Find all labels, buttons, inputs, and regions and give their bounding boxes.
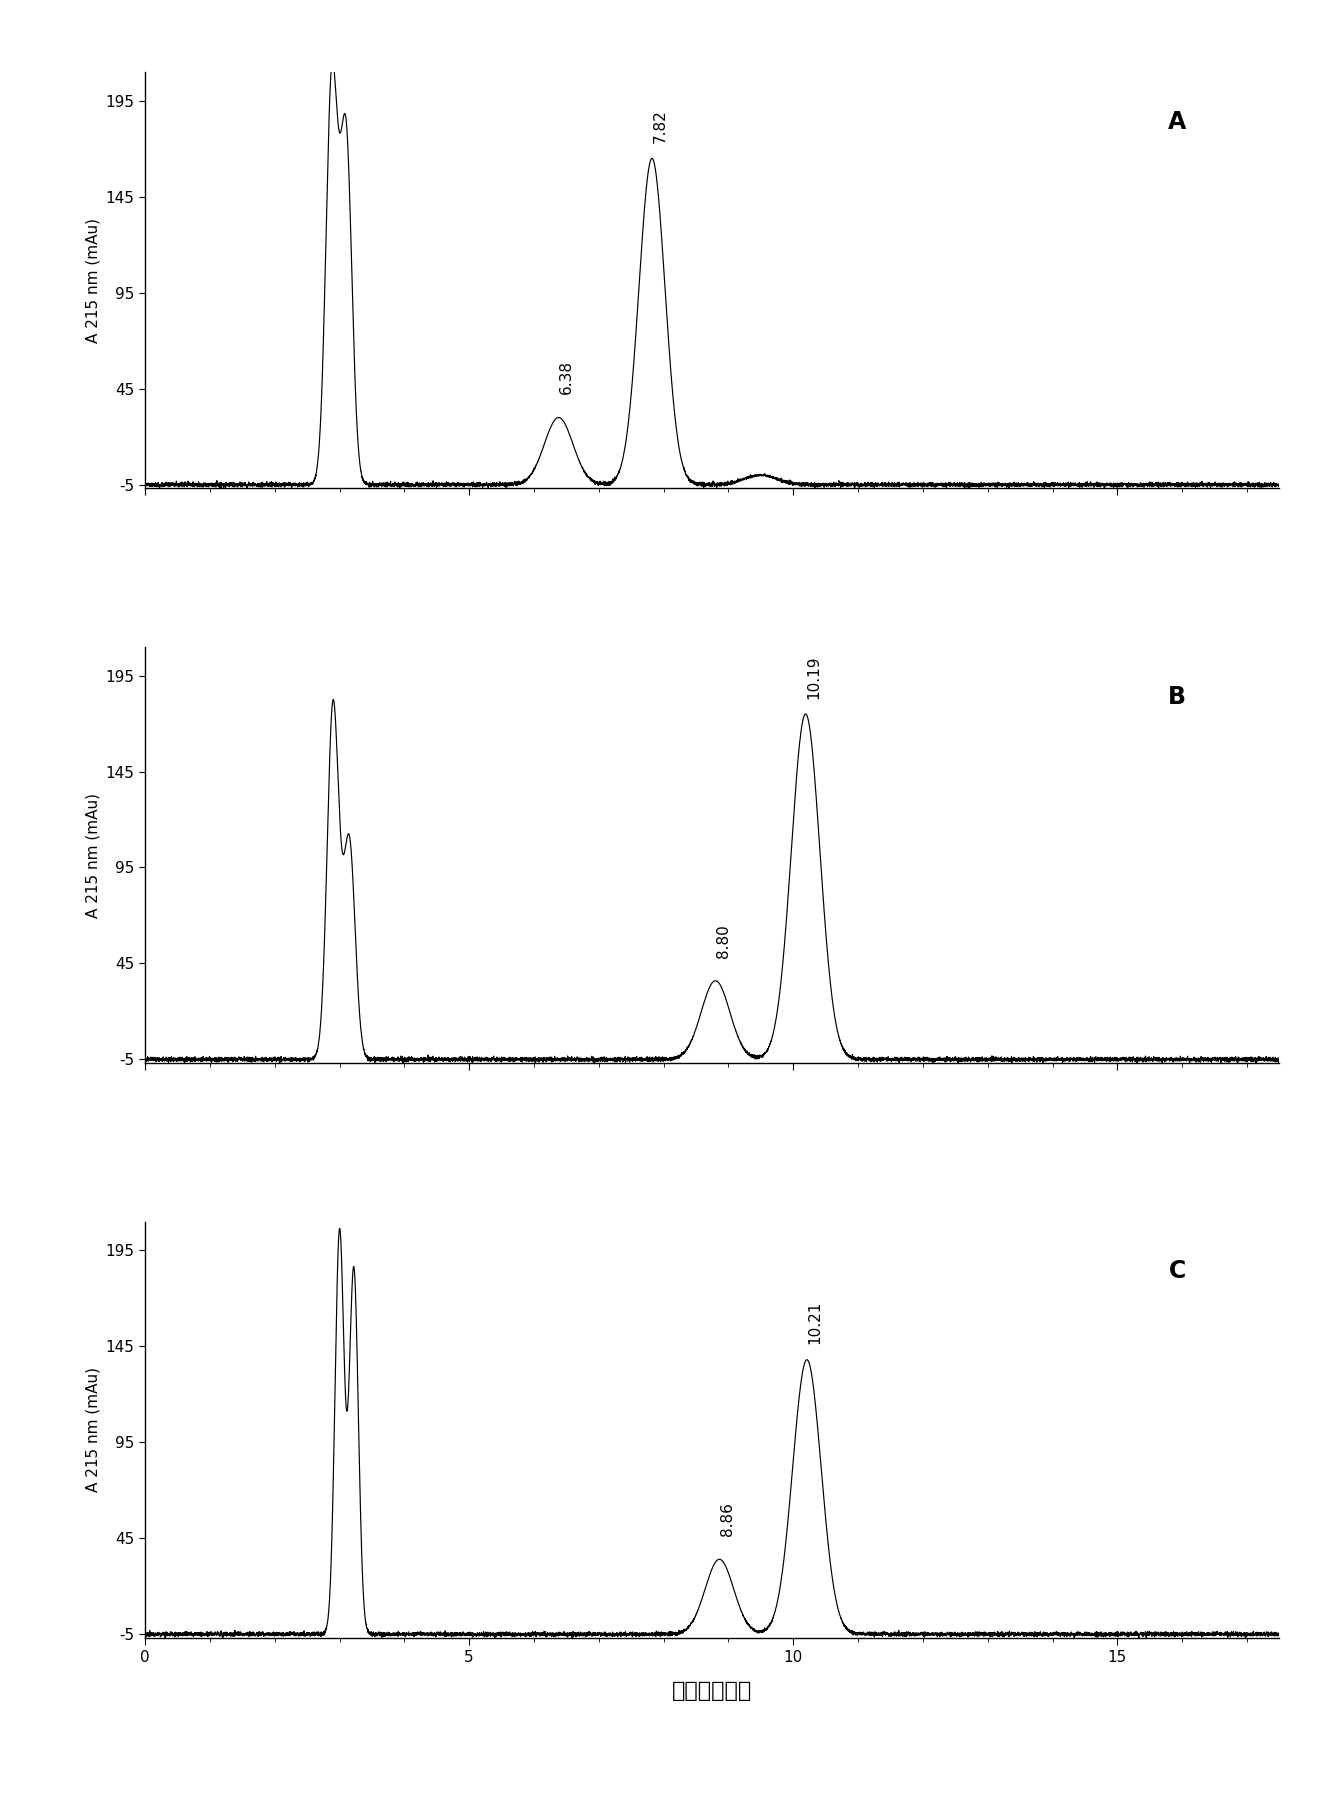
Text: 7.82: 7.82: [653, 110, 667, 142]
Text: C: C: [1169, 1260, 1186, 1283]
Y-axis label: A 215 nm (mAu): A 215 nm (mAu): [86, 218, 100, 342]
Text: A: A: [1169, 110, 1187, 133]
Text: B: B: [1169, 684, 1186, 709]
Y-axis label: A 215 nm (mAu): A 215 nm (mAu): [86, 792, 100, 918]
Text: 8.86: 8.86: [720, 1503, 735, 1535]
X-axis label: 时间（分钟）: 时间（分钟）: [673, 1681, 752, 1701]
Text: 8.80: 8.80: [716, 923, 731, 958]
Text: 10.19: 10.19: [806, 655, 820, 698]
Text: 10.21: 10.21: [807, 1301, 822, 1345]
Text: 6.38: 6.38: [559, 360, 574, 394]
Y-axis label: A 215 nm (mAu): A 215 nm (mAu): [86, 1368, 100, 1492]
